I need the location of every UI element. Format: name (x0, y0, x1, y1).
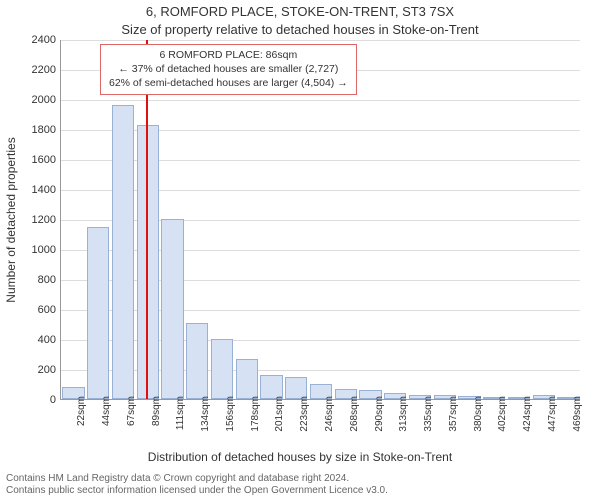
x-tick-label: 447sqm (547, 396, 558, 456)
y-tick-label: 2400 (6, 34, 56, 46)
y-tick-label: 2000 (6, 94, 56, 106)
y-tick-label: 1600 (6, 154, 56, 166)
license-text: Contains HM Land Registry data © Crown c… (6, 473, 594, 497)
histogram-bar (161, 219, 183, 399)
annotation-line2: ← 37% of detached houses are smaller (2,… (109, 62, 348, 76)
x-tick-label: 134sqm (200, 396, 211, 456)
y-tick-label: 400 (6, 334, 56, 346)
x-tick-label: 89sqm (151, 396, 162, 456)
histogram-bar (87, 227, 109, 400)
chart-container: 6, ROMFORD PLACE, STOKE-ON-TRENT, ST3 7S… (0, 0, 600, 500)
x-tick-label: 44sqm (101, 396, 112, 456)
x-tick-label: 424sqm (522, 396, 533, 456)
y-tick-label: 1200 (6, 214, 56, 226)
gridline (61, 40, 580, 41)
x-tick-label: 268sqm (349, 396, 360, 456)
x-tick-label: 290sqm (374, 396, 385, 456)
x-tick-label: 313sqm (398, 396, 409, 456)
y-tick-label: 2200 (6, 64, 56, 76)
chart-title-sub: Size of property relative to detached ho… (0, 22, 600, 37)
y-tick-label: 800 (6, 274, 56, 286)
x-tick-label: 357sqm (448, 396, 459, 456)
x-tick-label: 380sqm (473, 396, 484, 456)
y-tick-label: 200 (6, 364, 56, 376)
y-tick-label: 0 (6, 394, 56, 406)
x-tick-label: 178sqm (250, 396, 261, 456)
x-tick-label: 469sqm (572, 396, 583, 456)
histogram-bar (112, 105, 134, 399)
x-tick-label: 22sqm (76, 396, 87, 456)
annotation-line3: 62% of semi-detached houses are larger (… (109, 76, 348, 90)
x-tick-label: 156sqm (225, 396, 236, 456)
gridline (61, 100, 580, 101)
y-tick-label: 1400 (6, 184, 56, 196)
license-line1: Contains HM Land Registry data © Crown c… (6, 473, 594, 485)
marker-annotation: 6 ROMFORD PLACE: 86sqm ← 37% of detached… (100, 44, 357, 95)
x-tick-label: 246sqm (324, 396, 335, 456)
histogram-bar (236, 359, 258, 400)
x-tick-label: 402sqm (497, 396, 508, 456)
x-tick-label: 223sqm (299, 396, 310, 456)
y-tick-label: 1800 (6, 124, 56, 136)
x-tick-label: 335sqm (423, 396, 434, 456)
license-line2: Contains public sector information licen… (6, 485, 594, 497)
y-tick-label: 600 (6, 304, 56, 316)
x-tick-label: 67sqm (126, 396, 137, 456)
chart-title-main: 6, ROMFORD PLACE, STOKE-ON-TRENT, ST3 7S… (0, 4, 600, 19)
annotation-line1: 6 ROMFORD PLACE: 86sqm (109, 48, 348, 62)
histogram-bar (186, 323, 208, 400)
y-tick-label: 1000 (6, 244, 56, 256)
histogram-bar (211, 339, 233, 399)
x-tick-label: 111sqm (175, 396, 186, 456)
x-tick-label: 201sqm (274, 396, 285, 456)
